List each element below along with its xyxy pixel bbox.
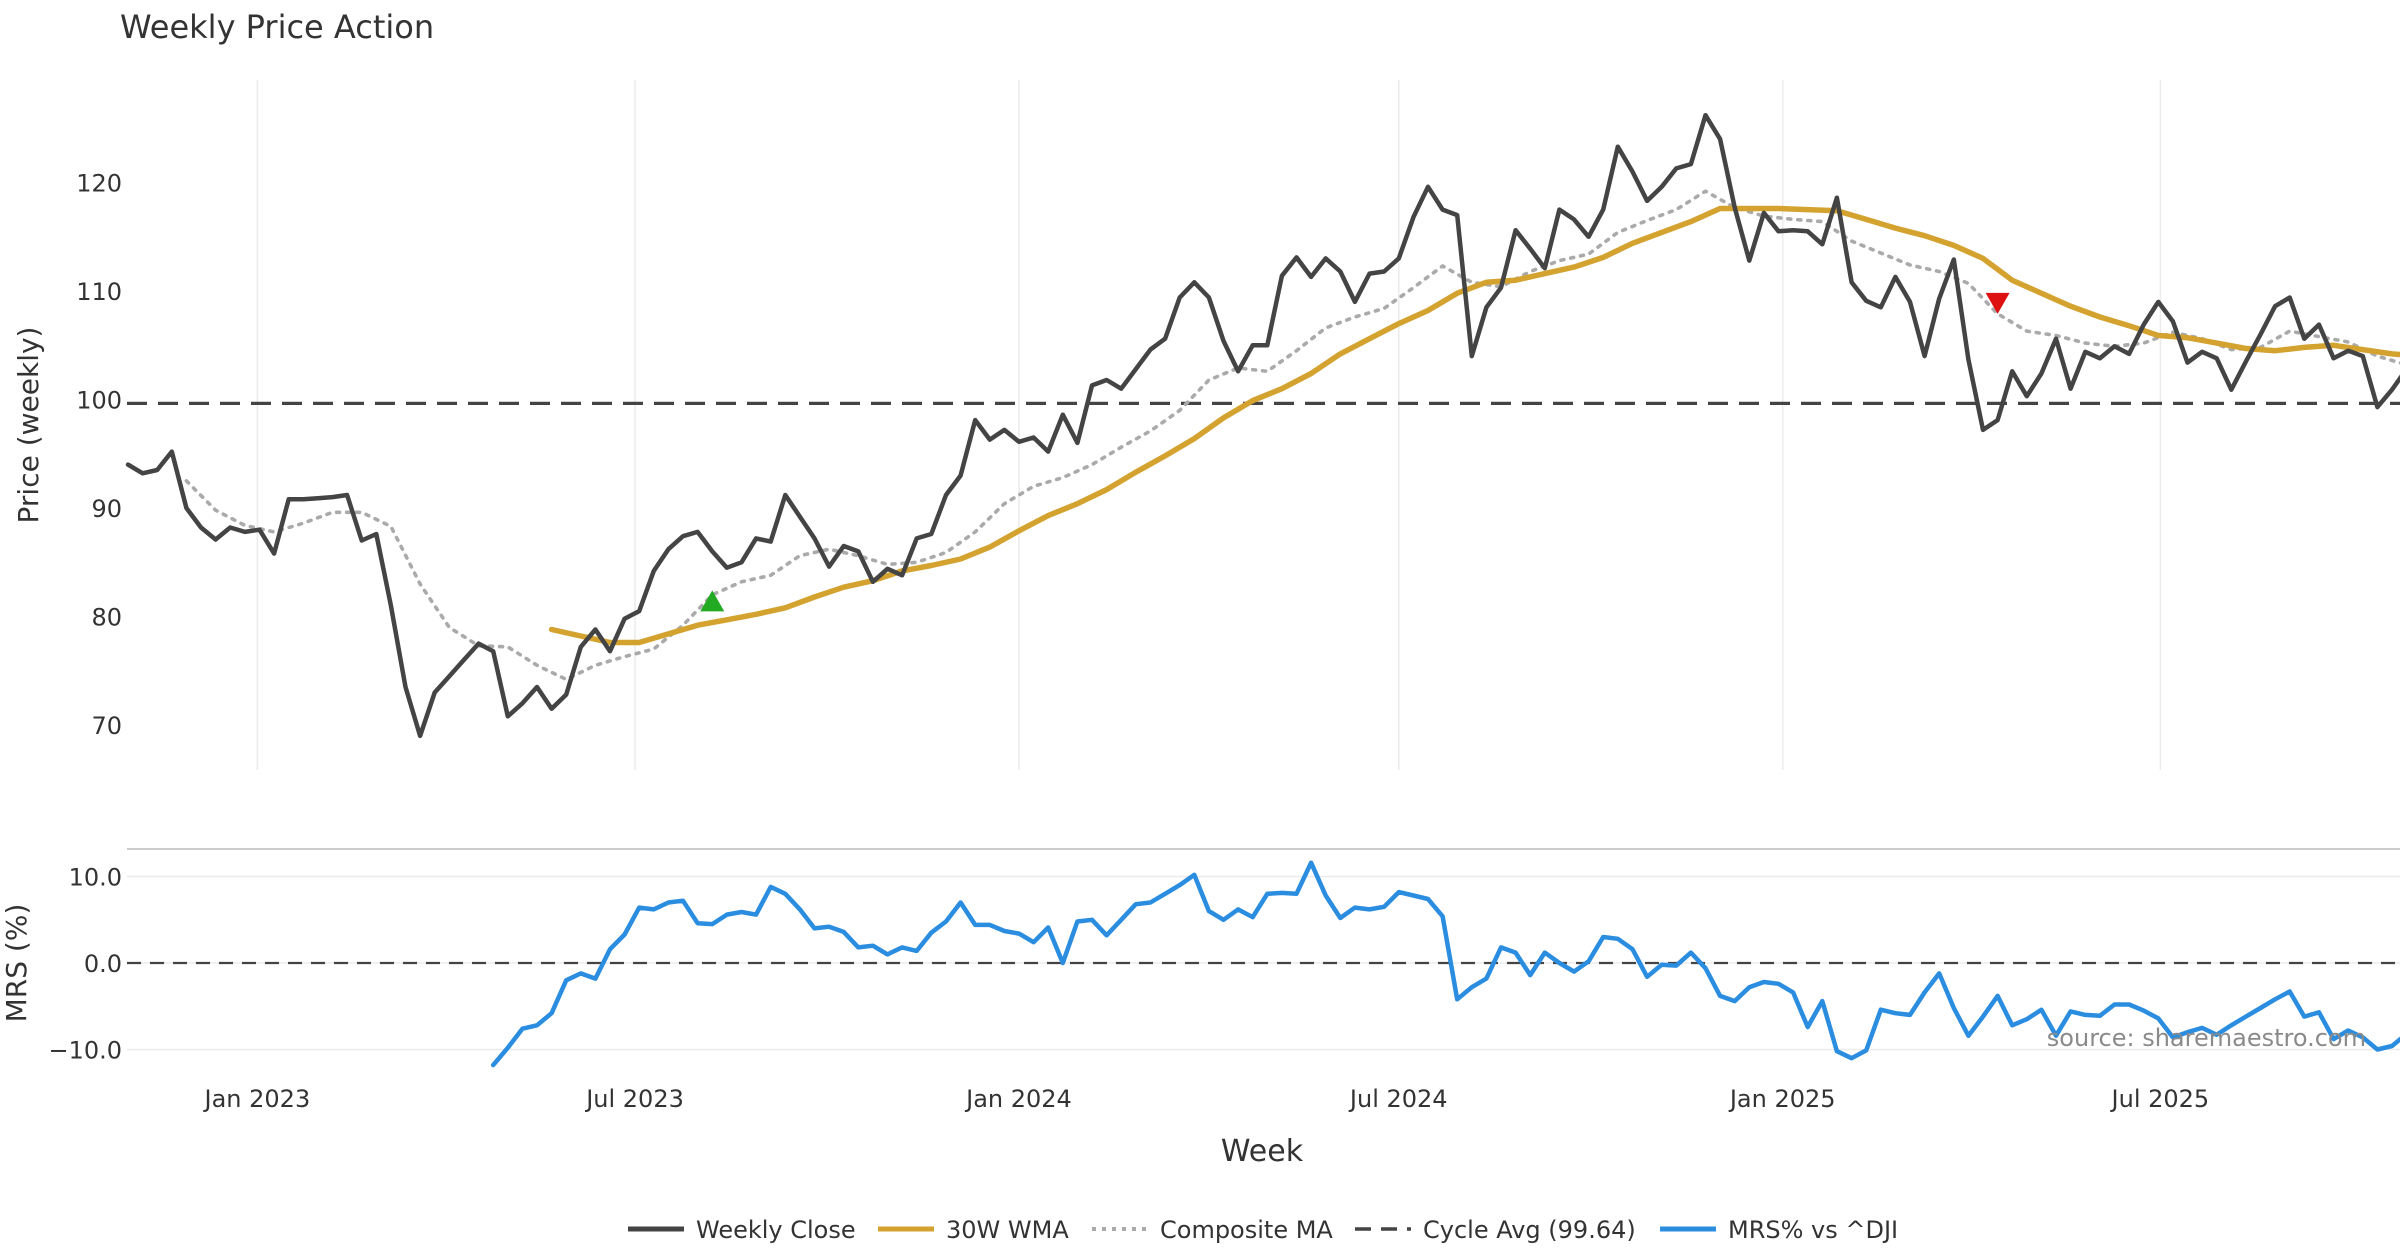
price-y-tick-label: 70 [91, 712, 122, 740]
x-tick-label: Jan 2024 [964, 1085, 1072, 1113]
x-axis: Jan 2023 Jul 2023 Jan 2024 Jul 2024 Jan 2025… [203, 1085, 2210, 1113]
sell-signal-marker [1985, 292, 2010, 314]
30w-wma-line [548, 205, 2400, 646]
legend-label: 30W WMA [946, 1216, 1069, 1244]
mrs-panel: 10.0 0.0 −10.0 MRS (%) source: sharemaestr… [0, 848, 2400, 1068]
price-y-tick-label: 90 [91, 495, 122, 523]
price-series [125, 112, 2400, 739]
price-y-tick-label: 80 [91, 604, 122, 632]
x-gridlines-price [256, 80, 2162, 770]
chart-title: Weekly Price Action [120, 8, 434, 46]
signal-markers [700, 292, 2010, 612]
legend: Weekly Close 30W WMA Composite MA Cycle Avg… [628, 1216, 1898, 1244]
mrs-y-tick-label: 10.0 [69, 864, 122, 892]
x-tick-label: Jan 2023 [203, 1085, 311, 1113]
x-tick-label: Jul 2023 [584, 1085, 684, 1113]
legend-label: Weekly Close [696, 1216, 856, 1244]
legend-label: MRS% vs ^DJI [1728, 1216, 1898, 1244]
price-y-tick-label: 120 [76, 170, 122, 198]
price-y-tick-label: 110 [76, 278, 122, 306]
source-note: source: sharemaestro.com [2047, 1024, 2366, 1052]
weekly-close-line [125, 112, 2400, 739]
mrs-y-tick-label: −10.0 [48, 1037, 122, 1065]
price-y-axis: 70 80 90 100 110 120 [76, 170, 122, 741]
mrs-series [127, 860, 2400, 1068]
x-tick-label: Jul 2024 [1348, 1085, 1448, 1113]
composite-ma-line [184, 189, 2400, 682]
buy-signal-marker [700, 590, 725, 612]
legend-label: Cycle Avg (99.64) [1423, 1216, 1636, 1244]
x-tick-label: Jul 2025 [2110, 1085, 2210, 1113]
mrs-y-tick-label: 0.0 [84, 950, 122, 978]
price-y-tick-label: 100 [76, 387, 122, 415]
mrs-line [490, 860, 2400, 1068]
x-axis-label: Week [1221, 1134, 1304, 1169]
mrs-y-axis-label: MRS (%) [0, 904, 33, 1023]
x-tick-label: Jan 2025 [1728, 1085, 1836, 1113]
legend-label: Composite MA [1160, 1216, 1333, 1244]
price-panel: 70 80 90 100 110 120 Price (weekly) [12, 80, 2400, 770]
price-y-axis-label: Price (weekly) [12, 327, 45, 524]
